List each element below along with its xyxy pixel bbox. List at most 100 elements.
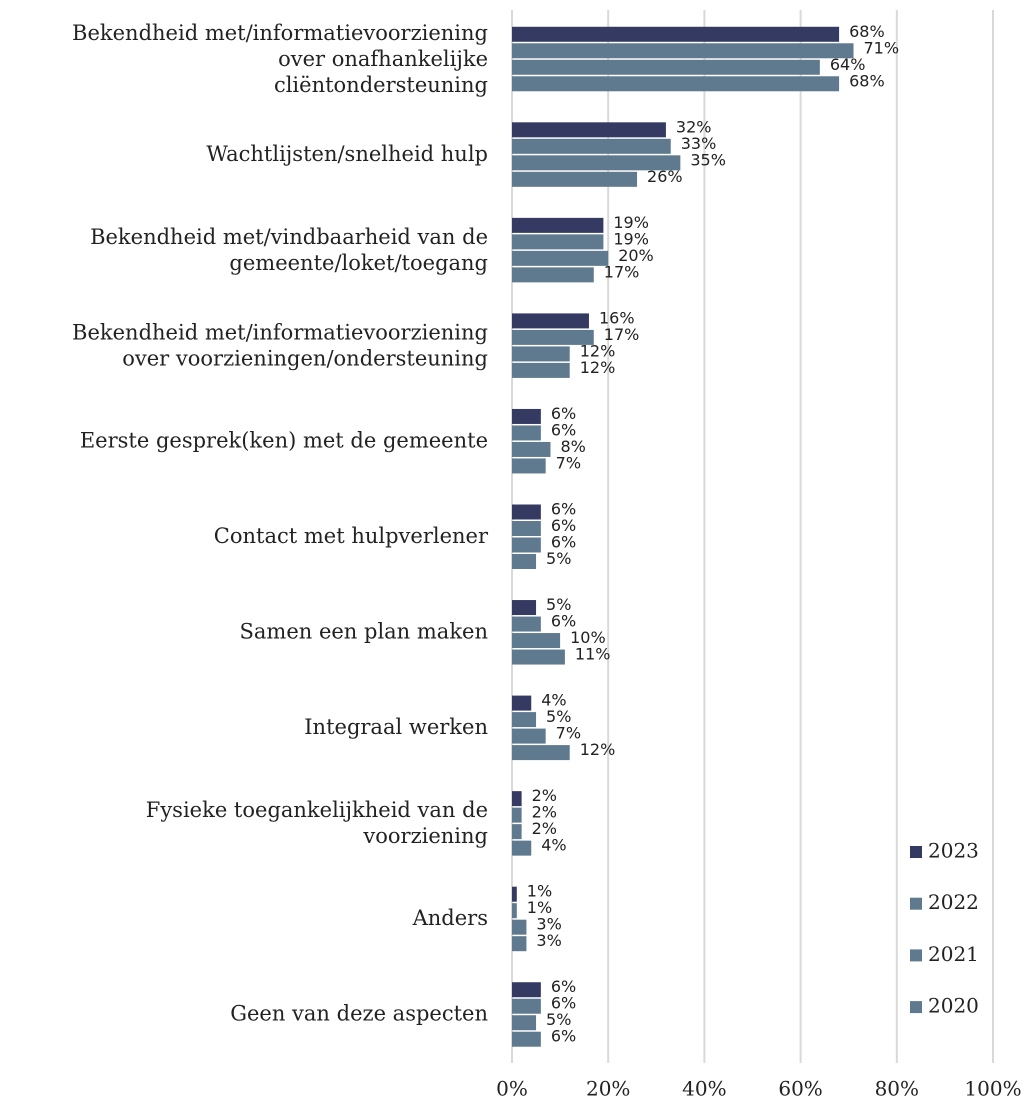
value-label: 12% — [580, 358, 616, 377]
value-label: 32% — [676, 117, 712, 136]
value-label: 2% — [532, 786, 557, 805]
category-label: Bekendheid met/vindbaarheid van de gemeen… — [90, 224, 488, 274]
bar — [512, 537, 541, 553]
x-tick-label: 40% — [682, 1077, 726, 1101]
value-label: 3% — [536, 915, 561, 934]
bar — [512, 936, 527, 952]
value-label: 5% — [546, 595, 571, 614]
value-label: 19% — [613, 213, 649, 232]
value-label: 12% — [580, 740, 616, 759]
value-label: 26% — [647, 167, 683, 186]
x-tick-label: 0% — [496, 1077, 528, 1101]
category-label: Fysieke toegankelijkheid van de voorzieni… — [146, 798, 488, 848]
category-label: Anders — [412, 906, 488, 930]
value-label: 5% — [546, 707, 571, 726]
bar — [512, 791, 522, 807]
bar — [512, 504, 541, 520]
category-label: Wachtlijsten/snelheid hulp — [206, 142, 488, 166]
legend-swatch — [910, 1001, 922, 1014]
value-label: 68% — [849, 22, 885, 41]
value-label: 4% — [541, 836, 566, 855]
bar — [512, 712, 537, 728]
value-label: 6% — [551, 1027, 576, 1046]
bar — [512, 217, 604, 233]
legend-swatch — [910, 846, 922, 858]
value-label: 2% — [532, 819, 557, 838]
value-label: 12% — [580, 341, 616, 360]
value-label: 1% — [527, 898, 552, 917]
value-label: 71% — [864, 38, 900, 57]
bar — [512, 458, 546, 474]
bar — [512, 745, 570, 761]
bar — [512, 824, 522, 840]
category-label: Geen van deze aspecten — [230, 1002, 488, 1026]
value-label: 35% — [690, 150, 726, 169]
bar — [512, 171, 638, 187]
bar — [512, 267, 594, 283]
bar — [512, 600, 537, 616]
bar — [512, 250, 609, 266]
bar — [512, 633, 561, 649]
bar — [512, 1031, 541, 1047]
category-label: Integraal werken — [304, 715, 488, 739]
bar — [512, 155, 681, 171]
bar — [512, 886, 517, 902]
bar — [512, 26, 840, 42]
value-label: 17% — [604, 325, 640, 344]
bar — [512, 982, 541, 998]
legend-label: 2023 — [928, 839, 979, 863]
bar — [512, 346, 570, 362]
value-label: 5% — [546, 549, 571, 568]
value-label: 7% — [556, 724, 581, 743]
bar — [512, 329, 594, 345]
value-label: 17% — [604, 262, 640, 281]
value-label: 6% — [551, 500, 576, 519]
x-tick-label: 100% — [964, 1077, 1021, 1101]
value-label: 10% — [570, 628, 606, 647]
bar — [512, 234, 604, 250]
value-label: 6% — [551, 420, 576, 439]
x-tick-label: 60% — [778, 1077, 822, 1101]
bar — [512, 408, 541, 424]
value-label: 8% — [560, 437, 585, 456]
legend-label: 2020 — [928, 994, 979, 1018]
category-label: Contact met hulpverlener — [214, 524, 489, 548]
value-label: 6% — [551, 516, 576, 535]
bar — [512, 313, 589, 329]
bar — [512, 425, 541, 441]
bar — [512, 122, 666, 138]
value-label: 6% — [551, 612, 576, 631]
bar — [512, 903, 517, 919]
legend-label: 2022 — [928, 890, 979, 914]
value-label: 16% — [599, 308, 635, 327]
value-label: 6% — [551, 533, 576, 552]
bar — [512, 919, 527, 935]
value-label: 33% — [681, 134, 717, 153]
category-label: Bekendheid met/informatievoorziening over… — [72, 320, 488, 370]
value-label: 20% — [618, 246, 654, 265]
bar — [512, 59, 820, 75]
value-label: 6% — [551, 404, 576, 423]
bar — [512, 616, 541, 632]
value-label: 6% — [551, 994, 576, 1013]
legend-label: 2021 — [928, 942, 979, 966]
category-label: Samen een plan maken — [240, 620, 489, 644]
value-label: 7% — [556, 453, 581, 472]
category-label: Bekendheid met/informatievoorziening over… — [72, 20, 488, 96]
value-label: 19% — [613, 229, 649, 248]
value-label: 3% — [536, 931, 561, 950]
legend-swatch — [910, 897, 922, 910]
bar — [512, 840, 532, 856]
bar — [512, 441, 551, 457]
value-label: 2% — [532, 803, 557, 822]
bar — [512, 43, 854, 59]
x-tick-label: 80% — [875, 1077, 919, 1101]
legend-swatch — [910, 949, 922, 962]
x-tick-label: 20% — [586, 1077, 630, 1101]
bar — [512, 76, 840, 92]
bar — [512, 649, 565, 665]
value-label: 5% — [546, 1010, 571, 1029]
value-label: 68% — [849, 71, 885, 90]
bar — [512, 807, 522, 823]
